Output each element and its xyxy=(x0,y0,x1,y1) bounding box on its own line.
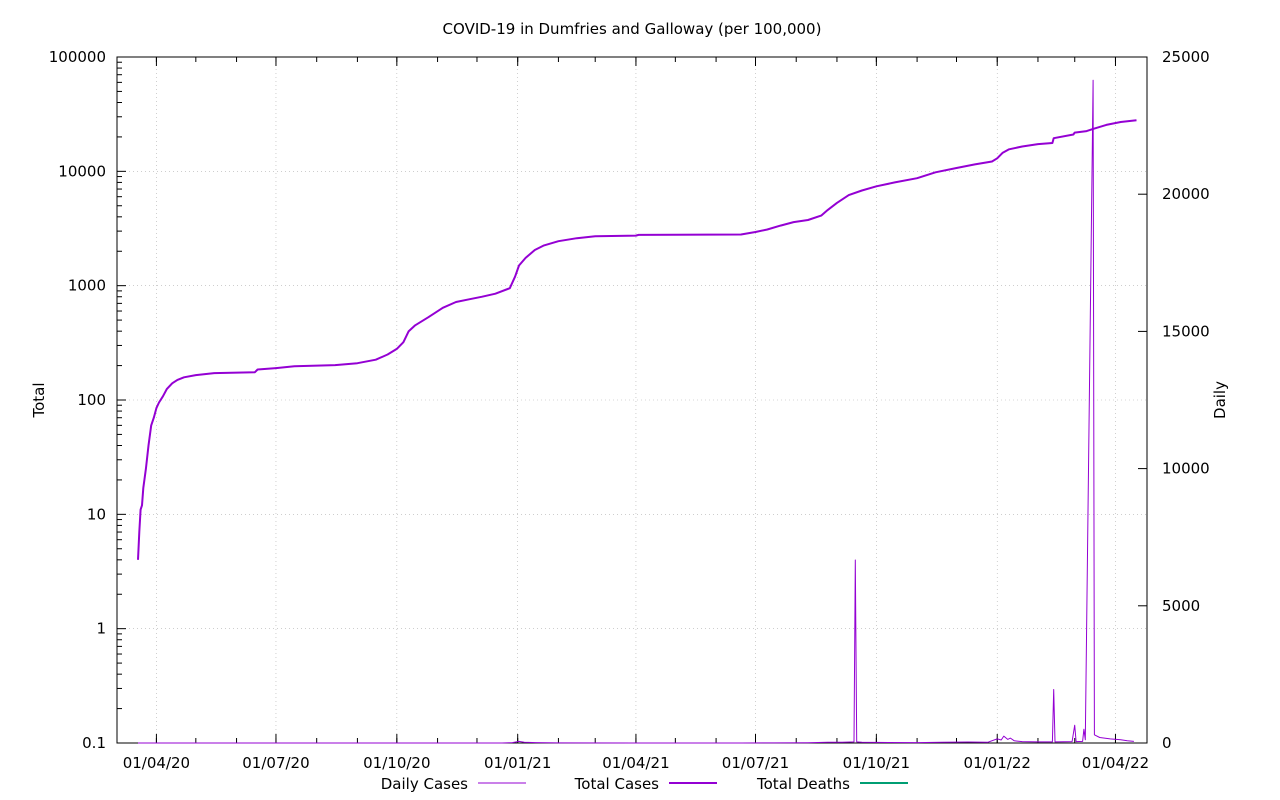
y-right-axis-label: Daily xyxy=(1211,381,1229,419)
chart-title: COVID-19 in Dumfries and Galloway (per 1… xyxy=(443,20,822,38)
y-right-tick-label: 20000 xyxy=(1162,185,1210,203)
x-tick-label: 01/01/22 xyxy=(964,754,1031,772)
x-tick-label: 01/10/21 xyxy=(843,754,910,772)
y-left-tick-label: 1000 xyxy=(68,277,106,295)
x-tick-label: 01/04/22 xyxy=(1082,754,1149,772)
x-tick-label: 01/01/21 xyxy=(484,754,551,772)
x-tick-label: 01/10/20 xyxy=(363,754,430,772)
y-left-tick-label: 10 xyxy=(87,505,106,523)
y-right-tick-label: 0 xyxy=(1162,734,1172,752)
series-line-daily-cases xyxy=(138,79,1134,744)
legend-label-total-cases: Total Cases xyxy=(574,775,660,793)
y-right-tick-label: 15000 xyxy=(1162,322,1210,340)
legend: Daily Cases Total Cases Total Deaths xyxy=(381,775,908,793)
legend-label-total-deaths: Total Deaths xyxy=(756,775,850,793)
x-tick-label: 01/04/20 xyxy=(123,754,190,772)
series-line-total-cases xyxy=(137,119,1137,560)
y-right-tick-label: 25000 xyxy=(1162,48,1210,66)
y-left-tick-label: 10000 xyxy=(58,162,106,180)
grid-lines xyxy=(117,57,1147,743)
y-left-tick-label: 1 xyxy=(96,620,106,638)
series-layer xyxy=(137,79,1137,744)
y-left-tick-label: 0.1 xyxy=(82,734,106,752)
y-left-tick-label: 100 xyxy=(77,391,106,409)
x-tick-label: 01/07/21 xyxy=(722,754,789,772)
axes: 0.1 1 10 100 1000 10000 100000 0 5000 10000 15000 2… xyxy=(49,48,1210,772)
legend-label-daily-cases: Daily Cases xyxy=(381,775,468,793)
y-right-tick-label: 10000 xyxy=(1162,460,1210,478)
y-right-tick-label: 5000 xyxy=(1162,597,1200,615)
x-tick-label: 01/07/20 xyxy=(242,754,309,772)
y-left-tick-label: 100000 xyxy=(49,48,106,66)
plot-area-border xyxy=(116,56,1148,744)
x-tick-label: 01/04/21 xyxy=(602,754,669,772)
y-left-axis-label: Total xyxy=(30,382,48,418)
